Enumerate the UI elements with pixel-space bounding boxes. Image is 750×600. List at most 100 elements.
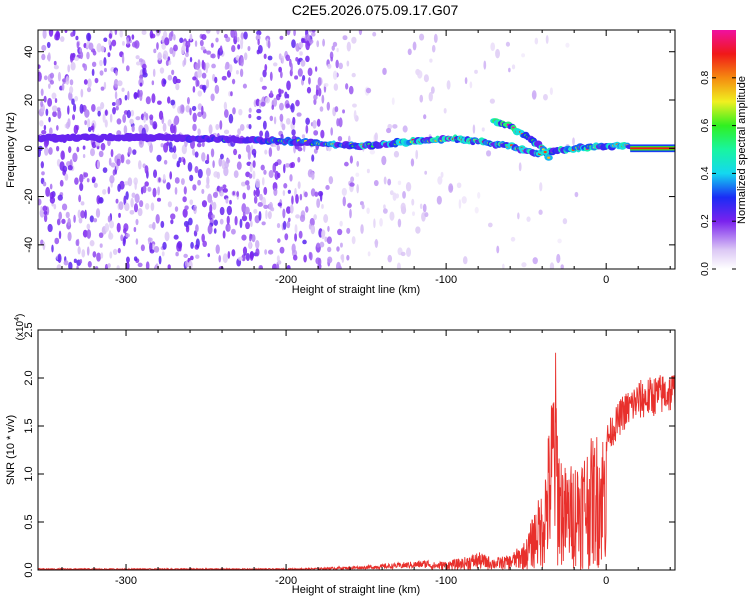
spectrogram-cell: [53, 60, 57, 66]
spectrogram-cell: [123, 125, 128, 135]
spectrogram-cell: [114, 91, 118, 100]
spectrogram-cell: [279, 246, 285, 254]
spectrogram-cell: [481, 127, 485, 132]
spectrogram-cell: [282, 208, 286, 219]
spectrogram-cell: [220, 190, 224, 197]
spectrogram-cell: [267, 249, 274, 255]
spectrogram-cell: [98, 150, 104, 158]
spectrogram-cell: [107, 186, 111, 195]
spectrogram-cell: [248, 173, 253, 179]
spectrogram-cell: [232, 191, 235, 196]
spectrogram-cell: [278, 66, 282, 73]
spectrogram-cell: [228, 91, 231, 97]
spectrogram-cell: [197, 103, 203, 111]
spectrogram-cell: [443, 107, 447, 114]
spectrogram-cell: [160, 220, 165, 229]
spectrogram-cell: [361, 203, 365, 210]
spectrogram-cell: [346, 60, 350, 67]
spectrogram-cell: [502, 263, 505, 269]
spectrogram-cell: [86, 229, 92, 239]
spectrogram-cell: [318, 257, 322, 267]
spectrogram-cell: [258, 99, 262, 109]
spectrogram-cell: [366, 168, 370, 174]
spectrogram-cell: [83, 172, 89, 178]
spectrogram-cell: [48, 30, 54, 37]
spectrogram-cell: [215, 37, 219, 43]
spectrogram-cell: [430, 86, 435, 94]
spectrogram-cell: [369, 149, 376, 155]
spectrogram-cell: [125, 65, 130, 72]
snr-y-axis-label: SNR (10 * v/v): [5, 415, 17, 485]
y-tick-label: 1.5: [23, 418, 35, 433]
spectrogram-cell: [138, 160, 142, 170]
spectrogram-cell: [281, 123, 286, 131]
spectrogram-cell: [283, 163, 286, 174]
spectrogram-cell: [56, 125, 59, 131]
spectrogram-cell: [282, 189, 286, 197]
spectrogram-cell: [99, 243, 103, 248]
spectrogram-cell: [410, 158, 415, 167]
spectrogram-cell: [121, 87, 125, 92]
spectrogram-cell: [483, 60, 487, 70]
spectrogram-cell: [251, 234, 256, 243]
spectrogram-cell: [317, 76, 322, 87]
spectrogram-cell: [241, 215, 248, 222]
spectrogram-cell: [39, 120, 44, 127]
spectrogram-cell: [291, 39, 296, 49]
spectrogram-cell: [223, 166, 229, 177]
spectrogram-cell: [300, 37, 305, 44]
spectrogram-cell: [189, 199, 194, 205]
spectrogram-cell: [321, 94, 325, 104]
spectrogram-cell: [158, 255, 162, 265]
spectrogram-cell: [115, 70, 118, 76]
spectrogram-cell: [383, 176, 387, 185]
spectrogram-cell: [284, 233, 289, 241]
spectrogram-cell: [74, 56, 79, 62]
spectrogram-cell: [245, 253, 250, 261]
spectrogram-cell: [115, 98, 121, 107]
spectrogram-cell: [224, 64, 228, 70]
spectrogram-cell: [372, 31, 377, 37]
spectrogram-cell: [335, 59, 339, 69]
spectrogram-cell: [316, 242, 321, 248]
spectrogram-cell: [91, 179, 96, 184]
spectrogram-cell: [215, 123, 220, 131]
spectrogram-cell: [201, 152, 206, 162]
spectrogram-cell: [61, 218, 66, 225]
spectrogram-cell: [213, 219, 218, 226]
spectrogram-cell: [271, 104, 275, 110]
spectrogram-cell: [180, 104, 185, 113]
spectrogram-cell: [322, 38, 325, 47]
snr-panel: -300 -200 -100 0 0.0 0.5 1.0 1.5 2.0 2.5 Height o…: [5, 314, 676, 596]
spectrogram-cell: [310, 224, 316, 235]
spectrogram-cell: [209, 204, 213, 214]
spectrogram-cell: [183, 57, 187, 66]
spectrogram-cell: [83, 79, 88, 85]
spectrogram-cell: [339, 220, 343, 227]
spectrogram-cell: [267, 40, 271, 49]
spectrogram-cell: [278, 92, 282, 98]
spectrogram-cell: [65, 75, 70, 85]
spectrogram-cell: [272, 263, 278, 269]
colorbar-tick-label: 0.6: [700, 118, 711, 132]
spectrogram-cell: [253, 152, 257, 158]
spectrogram-cell: [400, 251, 406, 257]
spectrogram-cell: [210, 93, 215, 102]
spectrogram-cell: [63, 260, 69, 266]
spectrogram-cell: [185, 40, 191, 49]
spectrogram-cell: [534, 37, 539, 45]
spectrogram-cell: [279, 89, 284, 94]
y-tick-label: 2.0: [23, 370, 35, 385]
spectrogram-cell: [239, 218, 243, 229]
colorbar-tick-label: 0.2: [700, 214, 711, 228]
spectrogram-cell: [393, 150, 400, 158]
spectrogram-cell: [239, 68, 244, 78]
spectrogram-cell: [389, 190, 394, 196]
spectrogram-cell: [231, 78, 236, 85]
spectrogram-cell: [40, 88, 44, 97]
spectrogram-cell: [134, 182, 137, 190]
spectrogram-cell: [92, 50, 97, 56]
spectrogram-cell: [255, 248, 260, 257]
spectrogram-cell: [293, 30, 296, 37]
spectrogram-cell: [313, 98, 317, 105]
